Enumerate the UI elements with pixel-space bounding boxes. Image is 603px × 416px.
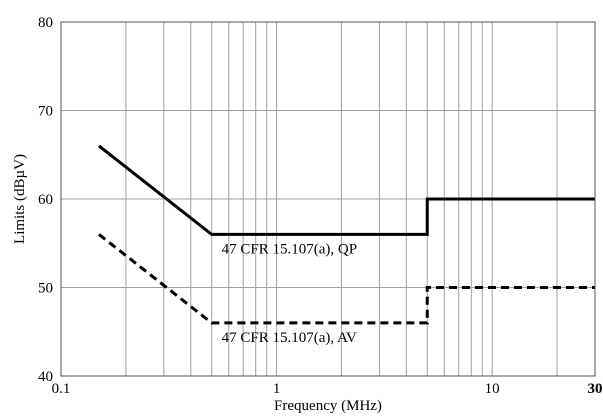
x-tick-label: 30 bbox=[588, 381, 603, 397]
x-tick-label: 0.1 bbox=[52, 381, 71, 397]
x-axis-title: Frequency (MHz) bbox=[274, 398, 382, 414]
series-layer bbox=[98, 144, 595, 325]
series-annotation: 47 CFR 15.107(a), AV bbox=[222, 330, 357, 346]
y-tick-label: 60 bbox=[38, 192, 53, 208]
series-annotation: 47 CFR 15.107(a), QP bbox=[222, 241, 357, 257]
plot-frame bbox=[60, 21, 596, 377]
x-tick-label: 1 bbox=[273, 381, 281, 397]
y-axis-title: Limits (dBµV) bbox=[12, 154, 28, 244]
series-line-av bbox=[98, 233, 595, 325]
tick-layer: 0.1 1 10 30 40 50 60 70 80 bbox=[38, 15, 603, 397]
y-tick-label: 70 bbox=[38, 104, 53, 120]
annotation-layer: 47 CFR 15.107(a), QP 47 CFR 15.107(a), AV bbox=[222, 241, 357, 346]
y-tick-label: 80 bbox=[38, 15, 53, 31]
x-tick-label: 10 bbox=[485, 381, 500, 397]
series-line-qp bbox=[98, 144, 595, 236]
y-tick-label: 40 bbox=[38, 369, 53, 385]
y-tick-label: 50 bbox=[38, 281, 53, 297]
